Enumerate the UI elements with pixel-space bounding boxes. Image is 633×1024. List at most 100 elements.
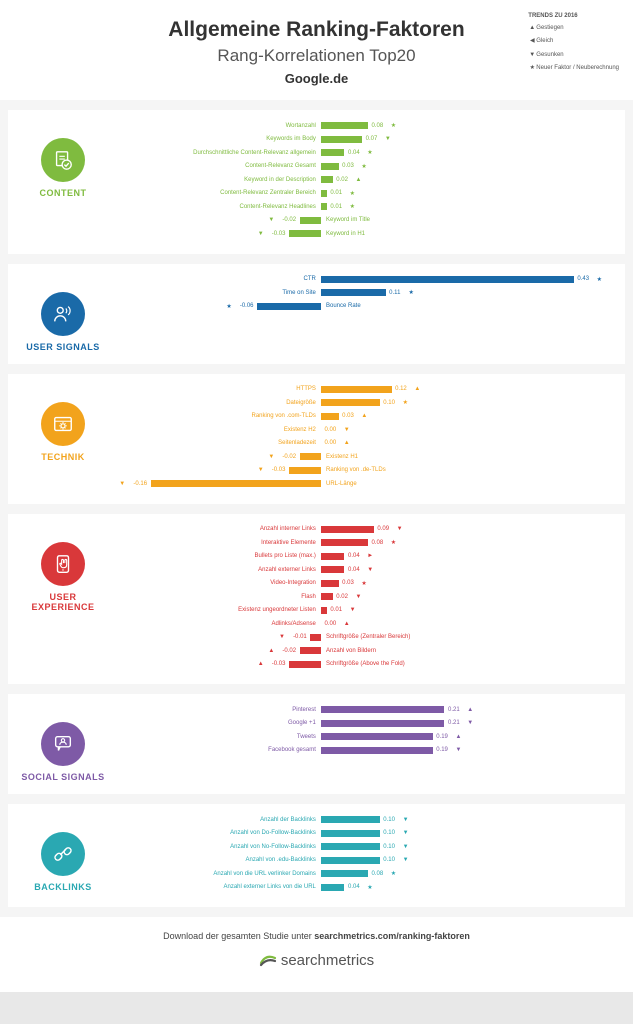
sections-container: CONTENTWortanzahl0.08★Keywords im Body0.… [0, 110, 633, 907]
legend-label: Neuer Faktor / Neuberechnung [536, 64, 619, 72]
row-label: URL-Länge [326, 481, 357, 487]
row-label: Existenz ungeordneter Listen [238, 607, 316, 613]
bar [321, 176, 333, 183]
row-label: Flash [301, 594, 316, 600]
row-label: Keyword in H1 [326, 231, 365, 237]
bar-row: Pinterest0.21▲ [108, 704, 615, 715]
row-label: Anzahl der Backlinks [260, 817, 316, 823]
trend-icon: ★ [350, 190, 355, 197]
bar-row: Content-Relevanz Headlines0.01★ [108, 201, 615, 212]
row-value: 0.10 [383, 844, 395, 850]
row-label: Keyword im Title [326, 217, 370, 223]
bar-row: Durchschnittliche Content-Relevanz allge… [108, 147, 615, 158]
bar-row: Keywords im Body0.07▼ [108, 134, 615, 145]
row-label: Pinterest [292, 707, 316, 713]
bar [321, 816, 380, 823]
row-value: 0.10 [383, 817, 395, 823]
row-value: 0.08 [372, 540, 384, 546]
row-value: 0.00 [324, 621, 336, 627]
row-value: 0.02 [336, 594, 348, 600]
trend-icon: ▲ [361, 413, 367, 419]
legend-row: ◀ Gleich [528, 36, 619, 47]
bar-row: Anzahl interner Links0.09▼ [108, 524, 615, 535]
chart-area: CTR0.43★Time on Site0.11★Bounce Rate-0.0… [108, 274, 615, 315]
row-label: HTTPS [296, 386, 316, 392]
row-value: 0.11 [389, 290, 400, 296]
bar-row: Anzahl von .edu-Backlinks0.10▼ [108, 855, 615, 866]
page: Allgemeine Ranking-Faktoren Rang-Korrela… [0, 0, 633, 992]
trend-icon: ▲ [455, 734, 461, 740]
bar-row: Keyword in H1-0.03▼ [108, 228, 615, 239]
trend-icon: ▼ [258, 467, 264, 473]
trend-icon: ▼ [367, 567, 373, 573]
row-value: 0.10 [383, 857, 395, 863]
row-label: Content-Relevanz Zentraler Bereich [220, 190, 316, 196]
bar-row: Anzahl von die URL verlinker Domains0.08… [108, 868, 615, 879]
chart-area: Anzahl der Backlinks0.10▼Anzahl von Do-F… [108, 814, 615, 895]
row-label: Interaktive Elemente [261, 540, 316, 546]
row-label: Content-Relevanz Gesamt [245, 163, 316, 169]
section-backlinks: BACKLINKS Anzahl der Backlinks 0.10 ▼ Anzahl… [8, 804, 625, 907]
trend-icon: ▼ [455, 747, 461, 753]
section-title: USER EXPERIENCE [18, 592, 108, 612]
row-value: 0.00 [324, 440, 336, 446]
trend-icon: ★ [226, 303, 231, 310]
row-value: 0.08 [372, 871, 384, 877]
chain-link-icon [41, 832, 85, 876]
row-label: Bullets pro Liste (max.) [255, 553, 316, 559]
row-value: 0.01 [330, 190, 342, 196]
bar [321, 607, 327, 614]
logo-text: searchmetrics [281, 952, 374, 969]
bar [151, 480, 321, 487]
bar-row: Ranking von .de-TLDs-0.03▼ [108, 465, 615, 476]
bar-row: Tweets0.19▲ [108, 731, 615, 742]
row-value: 0.03 [342, 580, 354, 586]
chart-area: Pinterest0.21▲Google +10.21▼Tweets0.19▲F… [108, 704, 615, 758]
section-title: TECHNIK [18, 452, 108, 462]
bar [321, 830, 380, 837]
legend-row: ▲ Gestiegen [528, 22, 619, 33]
section-left: USER EXPERIENCE [18, 524, 108, 612]
row-label: Bounce Rate [326, 303, 361, 309]
bar-row: Video-Integration0.03★ [108, 578, 615, 589]
chart-area: Anzahl interner Links0.09▼ Interaktive El… [108, 524, 615, 673]
legend-items: ▲ Gestiegen◀ Gleich▼ Gesunken★ Neuer Fak… [528, 22, 619, 74]
bar [321, 386, 392, 393]
row-value: -0.01 [293, 634, 307, 640]
trend-icon: ★ [367, 884, 372, 891]
searchmetrics-logo: searchmetrics [259, 951, 374, 969]
bar [289, 661, 321, 668]
bar [321, 163, 339, 170]
trend-icon: ▼ [403, 857, 409, 863]
bar [321, 720, 445, 727]
section-social-signals: SOCIAL SIGNALSPinterest0.21▲Google +10.2… [8, 694, 625, 794]
row-label: Seitenladezeit [278, 440, 316, 446]
row-value: 0.00 [324, 427, 336, 433]
row-label: Ranking von .com-TLDs [252, 413, 316, 419]
bar-row: Bullets pro Liste (max.)0.04► [108, 551, 615, 562]
bar [321, 870, 368, 877]
chart-area: HTTPS0.12▲Dateigröße0.10★Ranking von .co… [108, 384, 615, 492]
bar-row: Anzahl externer Links von die URL0.04★ [108, 882, 615, 893]
bar [321, 149, 345, 156]
legend-title: TRENDS ZU 2016 [528, 12, 619, 20]
section-left: BACKLINKS [18, 814, 108, 892]
bar [321, 566, 345, 573]
trend-icon: ▼ [279, 634, 285, 640]
bar [321, 289, 386, 296]
bar-row: Content-Relevanz Zentraler Bereich 0.01 ★ [108, 188, 615, 199]
bar-row: Time on Site0.11★ [108, 287, 615, 298]
trend-icon: ▼ [268, 454, 274, 460]
section-technik: TECHNIKHTTPS0.12▲Dateigröße0.10★Ranking … [8, 374, 625, 504]
trend-icon: ▼ [344, 427, 350, 433]
bar [300, 453, 321, 460]
trends-legend: TRENDS ZU 2016 ▲ Gestiegen◀ Gleich▼ Gesu… [528, 12, 619, 76]
bar-row: Dateigröße0.10★ [108, 397, 615, 408]
section-content: CONTENTWortanzahl0.08★Keywords im Body0.… [8, 110, 625, 254]
row-value: 0.04 [348, 150, 360, 156]
trend-icon: ★ [391, 122, 396, 129]
row-label: Anzahl externer Links [258, 567, 316, 573]
bar [300, 217, 321, 224]
bar-row: Flash0.02▼ [108, 591, 615, 602]
bar-row: Adlinks/Adsense0.00▲ [108, 618, 615, 629]
